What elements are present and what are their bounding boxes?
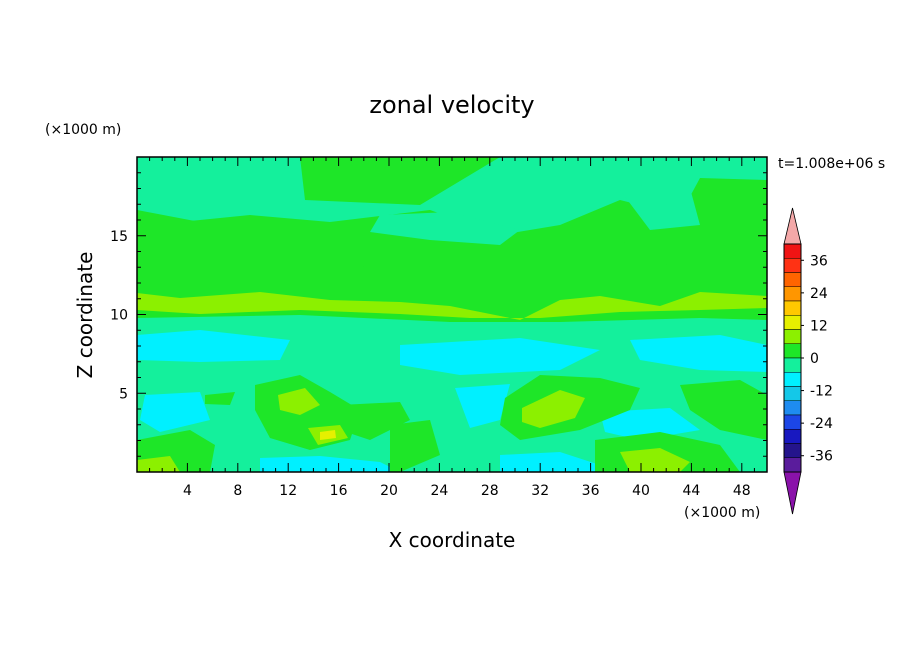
- colorbar-swatch: [783, 414, 802, 430]
- colorbar-tick-label: -36: [810, 449, 833, 465]
- yellow-patch-1: [320, 430, 336, 440]
- yg-patch-4: [137, 456, 180, 472]
- contour-field: [137, 157, 767, 472]
- green-band-mid: [137, 262, 767, 292]
- colorbar-swatch: [783, 357, 802, 373]
- green-blob-4: [205, 392, 235, 405]
- y-axis-ticks: 5 10 15: [110, 172, 767, 457]
- y-tick-label: 5: [119, 386, 128, 402]
- time-label: t=1.008e+06 s: [778, 156, 885, 172]
- yg-patch-2: [522, 390, 585, 428]
- teal-region-upper: [137, 157, 767, 235]
- yg-patch-1: [278, 388, 320, 415]
- colorbar-tick-label: -12: [810, 384, 833, 400]
- green-blob-6: [390, 420, 440, 472]
- colorbar-swatch: [783, 300, 802, 316]
- colorbar-tick-label: 0: [810, 351, 819, 367]
- x-axis-title: X coordinate: [389, 528, 516, 552]
- colorbar-swatch: [783, 372, 802, 387]
- cyan-patch-7: [260, 456, 400, 472]
- colorbar-tick-label: -24: [810, 416, 833, 432]
- colorbar-swatch: [783, 429, 802, 444]
- x-tick-label: 32: [531, 483, 549, 499]
- cyan-patch-2: [400, 338, 600, 375]
- colorbar-swatch: [783, 258, 802, 273]
- y-tick-label: 15: [110, 229, 128, 245]
- x-tick-label: 24: [430, 483, 448, 499]
- x-tick-label: 28: [481, 483, 499, 499]
- colorbar-swatch: [783, 457, 802, 473]
- y-axis-title: Z coordinate: [73, 252, 97, 379]
- teal-patch-right: [620, 188, 700, 230]
- cyan-patch-1: [137, 330, 290, 362]
- x-tick-label: 12: [279, 483, 297, 499]
- yellowgreen-band-z10: [137, 292, 767, 320]
- y-unit-label: (×1000 m): [45, 122, 121, 138]
- colorbar-swatch: [783, 315, 802, 330]
- colorbar-tick-label: 12: [810, 318, 828, 334]
- yg-patch-5: [620, 448, 690, 472]
- x-tick-label: 20: [380, 483, 398, 499]
- x-tick-label: 36: [582, 483, 600, 499]
- colorbar-swatch: [783, 272, 802, 287]
- cyan-patch-3: [630, 335, 767, 372]
- teal-patch-center: [370, 212, 520, 245]
- x-tick-label: 8: [233, 483, 242, 499]
- green-blob-8: [340, 402, 410, 440]
- y-tick-label: 10: [110, 308, 128, 324]
- colorbar-tick-label: 36: [810, 253, 828, 269]
- colorbar-under-arrow: [783, 471, 802, 515]
- colorbar-swatch: [783, 243, 802, 259]
- colorbar-swatch: [783, 443, 802, 458]
- colorbar-swatch: [783, 286, 802, 302]
- cyan-patch-5: [455, 384, 510, 428]
- x-tick-label: 4: [183, 483, 192, 499]
- x-axis-ticks: 4 8 12 16 20 24 28 32 36 40 44 48: [149, 157, 755, 499]
- x-tick-label: 16: [330, 483, 348, 499]
- chart-title: zonal velocity: [369, 91, 534, 119]
- x-tick-label: 48: [733, 483, 751, 499]
- colorbar: 36 24 12 0 -12 -24 -36: [783, 207, 833, 515]
- cyan-patch-8: [500, 452, 600, 472]
- green-band-upper: [137, 210, 767, 262]
- colorbar-swatch: [783, 400, 802, 416]
- x-unit-label: (×1000 m): [684, 505, 760, 521]
- x-tick-label: 40: [632, 483, 650, 499]
- green-blob-3: [680, 380, 767, 440]
- cyan-patch-6: [600, 408, 700, 440]
- colorbar-over-arrow: [783, 207, 802, 245]
- colorbar-swatch: [783, 329, 802, 344]
- colorbar-tick-label: 24: [810, 286, 828, 302]
- cyan-patch-4: [140, 392, 210, 432]
- x-tick-label: 44: [682, 483, 700, 499]
- colorbar-swatch: [783, 386, 802, 401]
- colorbar-swatch: [783, 343, 802, 359]
